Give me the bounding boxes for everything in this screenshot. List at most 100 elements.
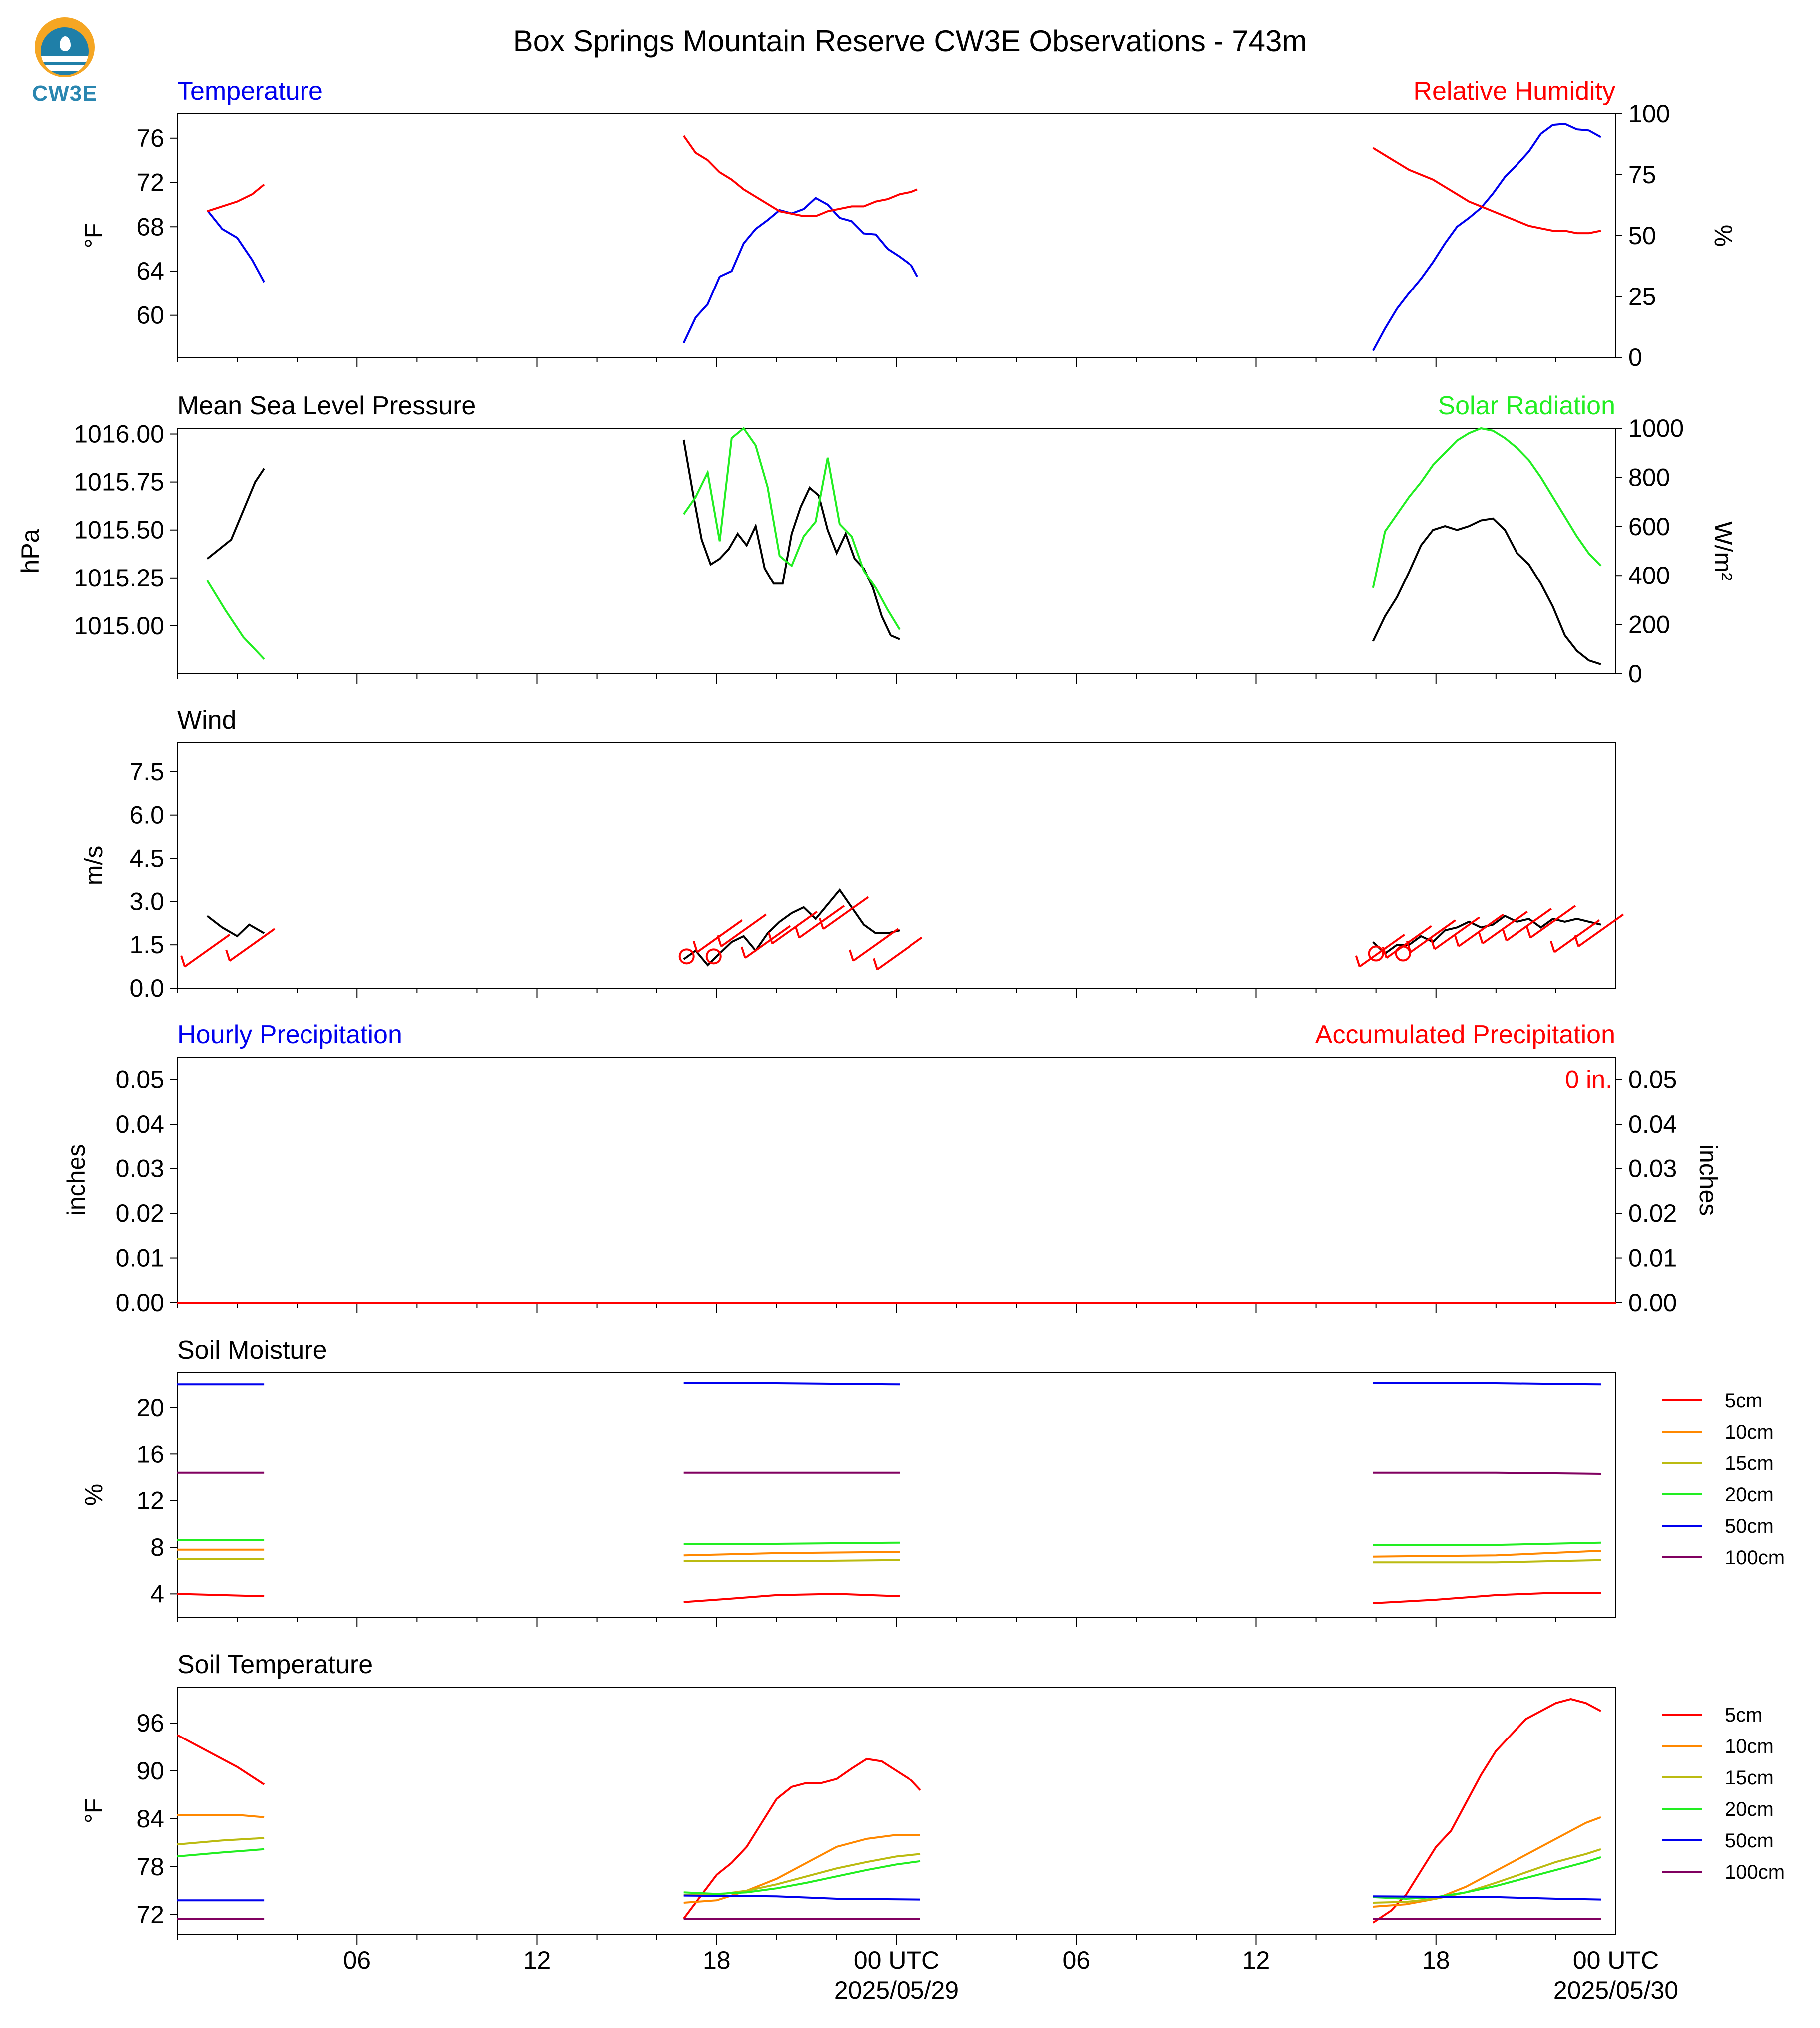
y2-tick-label: 0.03 bbox=[1628, 1155, 1677, 1183]
y2-tick-label: 100 bbox=[1628, 100, 1670, 128]
series-line bbox=[683, 1593, 900, 1603]
wind-barb bbox=[876, 936, 923, 971]
series-line bbox=[683, 1382, 900, 1386]
series-line bbox=[177, 1814, 265, 1818]
series-10cm bbox=[177, 1548, 1601, 1558]
series-line bbox=[683, 1559, 900, 1562]
calm-marker bbox=[678, 948, 695, 965]
y-tick-label: 60 bbox=[136, 301, 164, 329]
wind-barb-flag bbox=[1406, 941, 1412, 953]
wind-barb-flag bbox=[740, 946, 746, 958]
series-line bbox=[1373, 1559, 1601, 1564]
wind-barb-flag bbox=[1574, 935, 1579, 947]
wind-barb-flag bbox=[692, 941, 698, 953]
y2-tick-label: 0.02 bbox=[1628, 1199, 1677, 1227]
series-line bbox=[1372, 1698, 1601, 1924]
y2-tick-label: 200 bbox=[1628, 611, 1670, 639]
wind-barb bbox=[1577, 913, 1624, 947]
y-axis-label: °F bbox=[80, 1798, 108, 1824]
panel-title-left: Soil Moisture bbox=[177, 1336, 327, 1365]
series-relative-humidity bbox=[207, 135, 1601, 235]
panel-title-left: Temperature bbox=[177, 77, 323, 106]
y-tick-label: 64 bbox=[136, 257, 164, 285]
series-line bbox=[177, 1593, 265, 1597]
series-line bbox=[177, 1848, 265, 1858]
x-tick-label: 18 bbox=[1422, 1946, 1450, 1974]
panel-pressure-radiation bbox=[170, 427, 1622, 684]
panel-soil-moisture bbox=[170, 1372, 1702, 1627]
wind-barb bbox=[1386, 925, 1432, 959]
panel-title-right: Solar Radiation bbox=[1438, 391, 1615, 420]
y-tick-label: 72 bbox=[136, 169, 164, 197]
y-tick-label: 68 bbox=[136, 213, 164, 241]
y-tick-label: 20 bbox=[136, 1394, 164, 1422]
series-line bbox=[206, 209, 265, 283]
legend-label: 15cm bbox=[1725, 1452, 1774, 1474]
series-50cm bbox=[177, 1894, 1601, 1902]
series-line bbox=[1373, 1816, 1601, 1908]
series-line bbox=[683, 427, 901, 630]
x-date-label: 2025/05/29 bbox=[834, 1976, 959, 2004]
wind-barb-flag bbox=[1550, 941, 1555, 953]
y-tick-label: 3.0 bbox=[129, 887, 164, 915]
y-tick-label: 6.0 bbox=[129, 801, 164, 829]
y-tick-label: 72 bbox=[136, 1901, 164, 1929]
wind-barb-flag bbox=[767, 932, 773, 944]
wind-barb-flag bbox=[180, 955, 186, 967]
y-axis-label: °F bbox=[80, 223, 108, 249]
wind-barb bbox=[744, 925, 791, 959]
y2-tick-label: 1000 bbox=[1628, 414, 1684, 442]
x-tick-label: 12 bbox=[1242, 1946, 1270, 1974]
series-50cm bbox=[177, 1382, 1601, 1386]
y2-tick-label: 0.00 bbox=[1628, 1289, 1677, 1317]
series-line bbox=[207, 183, 265, 213]
series-line bbox=[683, 1894, 921, 1901]
panel-soil-temperature bbox=[170, 1687, 1702, 1945]
y-tick-label: 90 bbox=[136, 1757, 164, 1785]
series-mean-sea-level-pressure bbox=[206, 439, 1601, 665]
wind-barb bbox=[1410, 919, 1456, 953]
series-line bbox=[177, 1734, 265, 1785]
panel-title-left: Mean Sea Level Pressure bbox=[177, 391, 476, 420]
series-line bbox=[1373, 1541, 1601, 1546]
wind-barbs bbox=[180, 896, 1624, 971]
wind-barb-flag bbox=[225, 949, 231, 961]
y-tick-label: 0.01 bbox=[116, 1244, 164, 1272]
y-tick-label: 0.00 bbox=[116, 1289, 164, 1317]
panel-title-right: Accumulated Precipitation bbox=[1315, 1020, 1615, 1049]
y-tick-label: 1016.00 bbox=[74, 420, 164, 448]
y-tick-label: 12 bbox=[136, 1487, 164, 1515]
legend-label: 20cm bbox=[1725, 1484, 1774, 1506]
accumulated-total: 0 in. bbox=[1565, 1066, 1612, 1094]
series-10cm bbox=[177, 1814, 1601, 1908]
y-tick-label: 1.5 bbox=[129, 931, 164, 959]
y-tick-label: 0.04 bbox=[116, 1110, 164, 1138]
series-line bbox=[1373, 1382, 1601, 1386]
wind-barb-flag bbox=[873, 958, 878, 970]
y-tick-label: 1015.00 bbox=[74, 612, 164, 640]
legend-label: 50cm bbox=[1725, 1830, 1774, 1852]
panel-title-left: Soil Temperature bbox=[177, 1650, 373, 1679]
wind-barb-flag bbox=[1454, 935, 1460, 947]
legend-label: 100cm bbox=[1725, 1861, 1785, 1883]
wind-barb bbox=[822, 896, 869, 930]
x-tick-label: 06 bbox=[1062, 1946, 1090, 1974]
y-tick-label: 8 bbox=[150, 1533, 164, 1561]
legend-label: 10cm bbox=[1725, 1736, 1774, 1757]
panel-frame bbox=[177, 113, 1616, 358]
y2-tick-label: 0 bbox=[1628, 660, 1642, 688]
wind-barb-flag bbox=[716, 935, 722, 947]
panel-title-left: Hourly Precipitation bbox=[177, 1020, 402, 1049]
y-tick-label: 76 bbox=[136, 124, 164, 152]
series-line bbox=[683, 135, 918, 217]
series-line bbox=[1373, 1848, 1601, 1904]
y2-axis-label: % bbox=[1709, 225, 1737, 247]
y2-tick-label: 50 bbox=[1628, 222, 1656, 250]
wind-barb-flag bbox=[1502, 929, 1508, 941]
panel-frame bbox=[177, 1057, 1616, 1303]
series-line bbox=[1373, 1895, 1601, 1901]
y-axis-label: m/s bbox=[80, 846, 108, 886]
y-tick-label: 84 bbox=[136, 1805, 164, 1833]
panel-title-right: Relative Humidity bbox=[1413, 77, 1615, 106]
y-tick-label: 4 bbox=[150, 1580, 164, 1608]
